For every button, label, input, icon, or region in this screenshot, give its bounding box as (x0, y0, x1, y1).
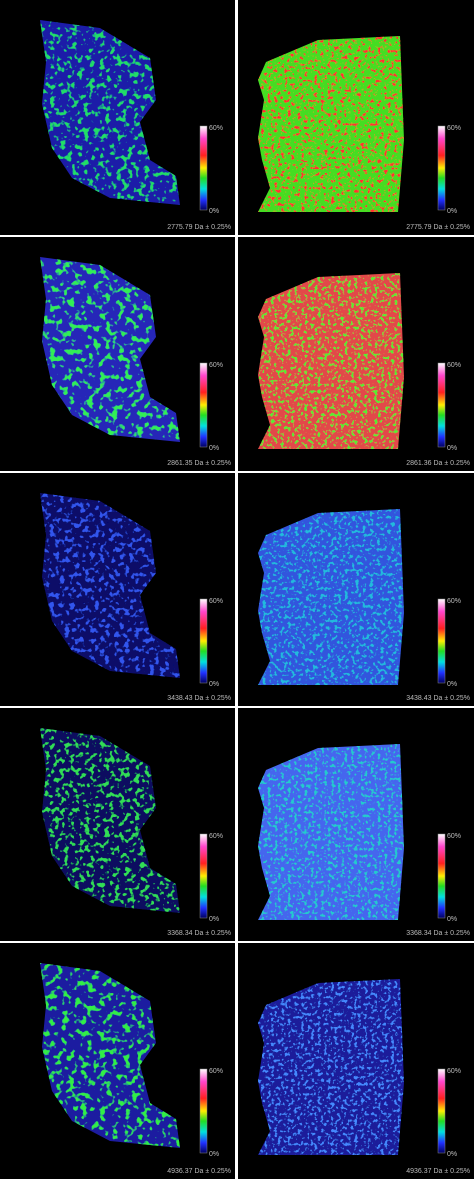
panel: 60% 0% 2861.36 Da ± 0.25% (238, 237, 474, 471)
color-scale (437, 1068, 446, 1154)
color-scale (199, 598, 208, 684)
scale-min-label: 0% (209, 1151, 219, 1158)
tissue-image (40, 963, 180, 1148)
scale-min-label: 0% (209, 445, 219, 452)
panel: 60% 0% 2861.35 Da ± 0.25% (0, 237, 235, 471)
scale-min-label: 0% (447, 208, 457, 215)
panel: 60% 0% 4936.37 Da ± 0.25% (238, 943, 474, 1179)
color-scale (437, 598, 446, 684)
mass-label: 2775.79 Da ± 0.25% (167, 224, 231, 231)
panel: 60% 0% 3438.43 Da ± 0.25% (238, 473, 474, 706)
scale-min-label: 0% (209, 916, 219, 923)
color-scale (199, 833, 208, 919)
panel: 60% 0% 3438.43 Da ± 0.25% (0, 473, 235, 706)
scale-min-label: 0% (209, 208, 219, 215)
mass-label: 3368.34 Da ± 0.25% (167, 930, 231, 937)
mass-label: 3438.43 Da ± 0.25% (167, 695, 231, 702)
panel: 60% 0% 3368.34 Da ± 0.25% (238, 708, 474, 941)
panel: 60% 0% 3368.34 Da ± 0.25% (0, 708, 235, 941)
tissue-image (258, 36, 404, 212)
scale-max-label: 60% (209, 125, 223, 132)
tissue-image (40, 493, 180, 678)
scale-min-label: 0% (447, 1151, 457, 1158)
mass-label: 3438.43 Da ± 0.25% (406, 695, 470, 702)
color-scale (437, 833, 446, 919)
panel: 60% 0% 4936.37 Da ± 0.25% (0, 943, 235, 1179)
scale-max-label: 60% (447, 1068, 461, 1075)
tissue-image (258, 744, 404, 920)
tissue-image (258, 979, 404, 1155)
mass-label: 4936.37 Da ± 0.25% (406, 1168, 470, 1175)
scale-min-label: 0% (447, 681, 457, 688)
scale-max-label: 60% (447, 362, 461, 369)
color-scale (437, 362, 446, 448)
scale-max-label: 60% (209, 598, 223, 605)
tissue-image (258, 509, 404, 685)
scale-min-label: 0% (209, 681, 219, 688)
tissue-image (40, 257, 180, 442)
color-scale (437, 125, 446, 211)
mass-label: 2861.36 Da ± 0.25% (406, 460, 470, 467)
tissue-image (258, 273, 404, 449)
scale-max-label: 60% (447, 125, 461, 132)
color-scale (199, 362, 208, 448)
mass-label: 4936.37 Da ± 0.25% (167, 1168, 231, 1175)
panel: 60% 0% 2775.79 Da ± 0.25% (0, 0, 235, 235)
tissue-image (40, 20, 180, 205)
scale-min-label: 0% (447, 916, 457, 923)
scale-max-label: 60% (447, 598, 461, 605)
mass-label: 2861.35 Da ± 0.25% (167, 460, 231, 467)
scale-max-label: 60% (209, 1068, 223, 1075)
mass-label: 3368.34 Da ± 0.25% (406, 930, 470, 937)
tissue-image (40, 728, 180, 913)
panel: 60% 0% 2775.79 Da ± 0.25% (238, 0, 474, 235)
scale-max-label: 60% (209, 362, 223, 369)
scale-max-label: 60% (209, 833, 223, 840)
color-scale (199, 125, 208, 211)
scale-max-label: 60% (447, 833, 461, 840)
mass-label: 2775.79 Da ± 0.25% (406, 224, 470, 231)
scale-min-label: 0% (447, 445, 457, 452)
color-scale (199, 1068, 208, 1154)
